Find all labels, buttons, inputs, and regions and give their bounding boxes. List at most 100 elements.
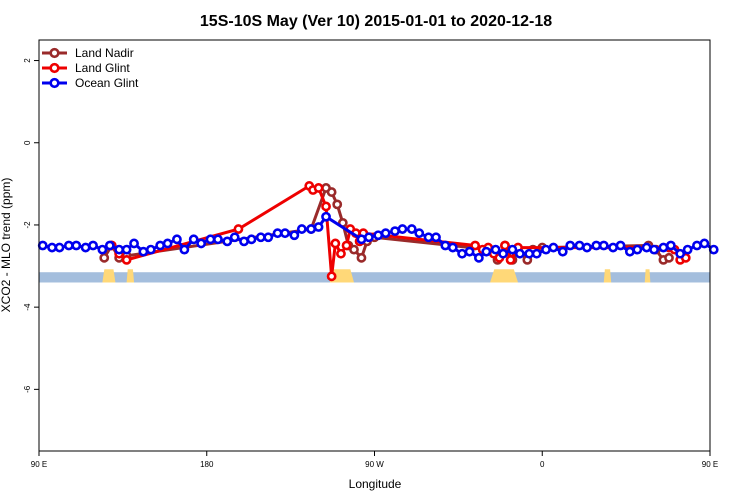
series-2-point: [239, 236, 249, 247]
series-1-point: [321, 201, 331, 212]
series-2-point: [155, 240, 166, 251]
series-2-point: [54, 242, 65, 253]
series-2-point: [121, 244, 132, 255]
land-segment-1: [126, 269, 135, 283]
series-2-point: [507, 244, 518, 255]
series-0-point: [326, 187, 337, 197]
y-axis: 2 0 -2 -4 -6: [23, 58, 39, 393]
series-2-point: [138, 246, 149, 257]
series-2-point: [447, 242, 458, 253]
series-2-point: [574, 240, 585, 251]
series-2-point: [313, 222, 324, 232]
series-2-point: [675, 248, 686, 259]
x-tick-label: 90 E: [702, 460, 718, 469]
series-2-point: [541, 244, 551, 255]
series-2-point: [188, 234, 199, 245]
series-2-point: [464, 246, 475, 257]
legend-item-0: Land Nadir: [42, 46, 134, 60]
land-segment-4: [603, 269, 612, 283]
series-2-point: [162, 238, 173, 249]
series-2-point: [414, 228, 425, 239]
series-2-point: [205, 234, 216, 245]
series-2: [37, 211, 719, 263]
y-tick-label: -2: [23, 221, 32, 229]
series-0-point: [99, 252, 110, 263]
series-2-point: [356, 234, 367, 245]
series-2-point: [196, 238, 207, 249]
series-2-point: [47, 242, 57, 253]
series-2-point: [63, 240, 74, 251]
series-2-point: [692, 240, 702, 251]
series-2-point: [104, 240, 115, 251]
series-2-point: [490, 244, 501, 255]
series-2-point: [179, 244, 190, 255]
legend-marker: [49, 77, 60, 89]
series-2-point: [306, 224, 317, 234]
series-2-point: [423, 232, 434, 243]
legend-item-2: Ocean Glint: [42, 76, 139, 90]
series-2-point: [272, 228, 283, 239]
x-tick-label: 90 W: [365, 460, 384, 469]
y-axis-label: XCO2 - MLO trend (ppm): [0, 178, 13, 313]
land-segment-3: [490, 269, 519, 283]
series-2-point: [172, 234, 182, 245]
series-2-point: [548, 242, 559, 253]
series-2-point: [473, 252, 484, 263]
series-2-point: [229, 232, 240, 243]
series-2-point: [431, 232, 441, 243]
series-1-point: [121, 254, 132, 265]
legend-marker: [49, 47, 60, 59]
legend-label: Land Glint: [75, 61, 130, 75]
land-segment-5: [644, 269, 651, 283]
series-2-point: [373, 230, 384, 241]
series-2-point: [665, 240, 676, 251]
series-2-point: [88, 240, 98, 251]
x-axis-label: Longitude: [349, 477, 402, 491]
series-2-point: [649, 244, 659, 255]
series-2-point: [641, 242, 652, 253]
series-2-point: [682, 244, 693, 255]
series-2-point: [280, 228, 290, 239]
series-2-point: [145, 244, 156, 255]
series-2-point: [565, 240, 576, 251]
series-2-point: [514, 248, 525, 259]
series-0-point: [356, 252, 367, 263]
series-2-point: [263, 232, 274, 243]
series-2-point: [390, 226, 400, 237]
series-2-point: [246, 234, 257, 245]
y-tick-label: -4: [23, 303, 32, 311]
series-2-point: [97, 244, 108, 255]
series-2-point: [129, 238, 139, 249]
series-2-point: [598, 240, 609, 251]
series-2-point: [457, 248, 468, 259]
series-2-point: [380, 228, 391, 239]
series-2-point: [321, 211, 331, 222]
series-1-point: [326, 271, 337, 282]
y-tick-label: 0: [23, 140, 32, 145]
series-0-point: [349, 244, 359, 255]
chart-title: 15S-10S May (Ver 10) 2015-01-01 to 2020-…: [200, 13, 552, 30]
series-1-point: [336, 248, 346, 259]
land-segment-2: [329, 269, 354, 283]
x-tick-label: 0: [540, 460, 545, 469]
series-2-point: [440, 240, 451, 251]
series-2-point: [406, 224, 417, 234]
land-ocean-band: [39, 269, 710, 283]
series-1-point: [330, 238, 341, 249]
series-1-point: [470, 240, 481, 251]
series-2-point: [213, 234, 223, 245]
series-2-point: [364, 232, 374, 243]
series-2-point: [708, 244, 719, 255]
series-2-point: [624, 246, 635, 257]
series-2-point: [632, 244, 643, 255]
series-1-point: [313, 183, 324, 193]
series-layer: [37, 181, 719, 282]
legend-label: Ocean Glint: [75, 76, 139, 90]
y-tick-label: 2: [23, 58, 32, 63]
series-2-point: [71, 240, 82, 251]
legend-label: Land Nadir: [75, 46, 134, 60]
series-2-point: [582, 242, 592, 253]
series-2-point: [296, 224, 307, 234]
series-2-point: [557, 246, 568, 257]
series-1-point: [500, 240, 510, 251]
